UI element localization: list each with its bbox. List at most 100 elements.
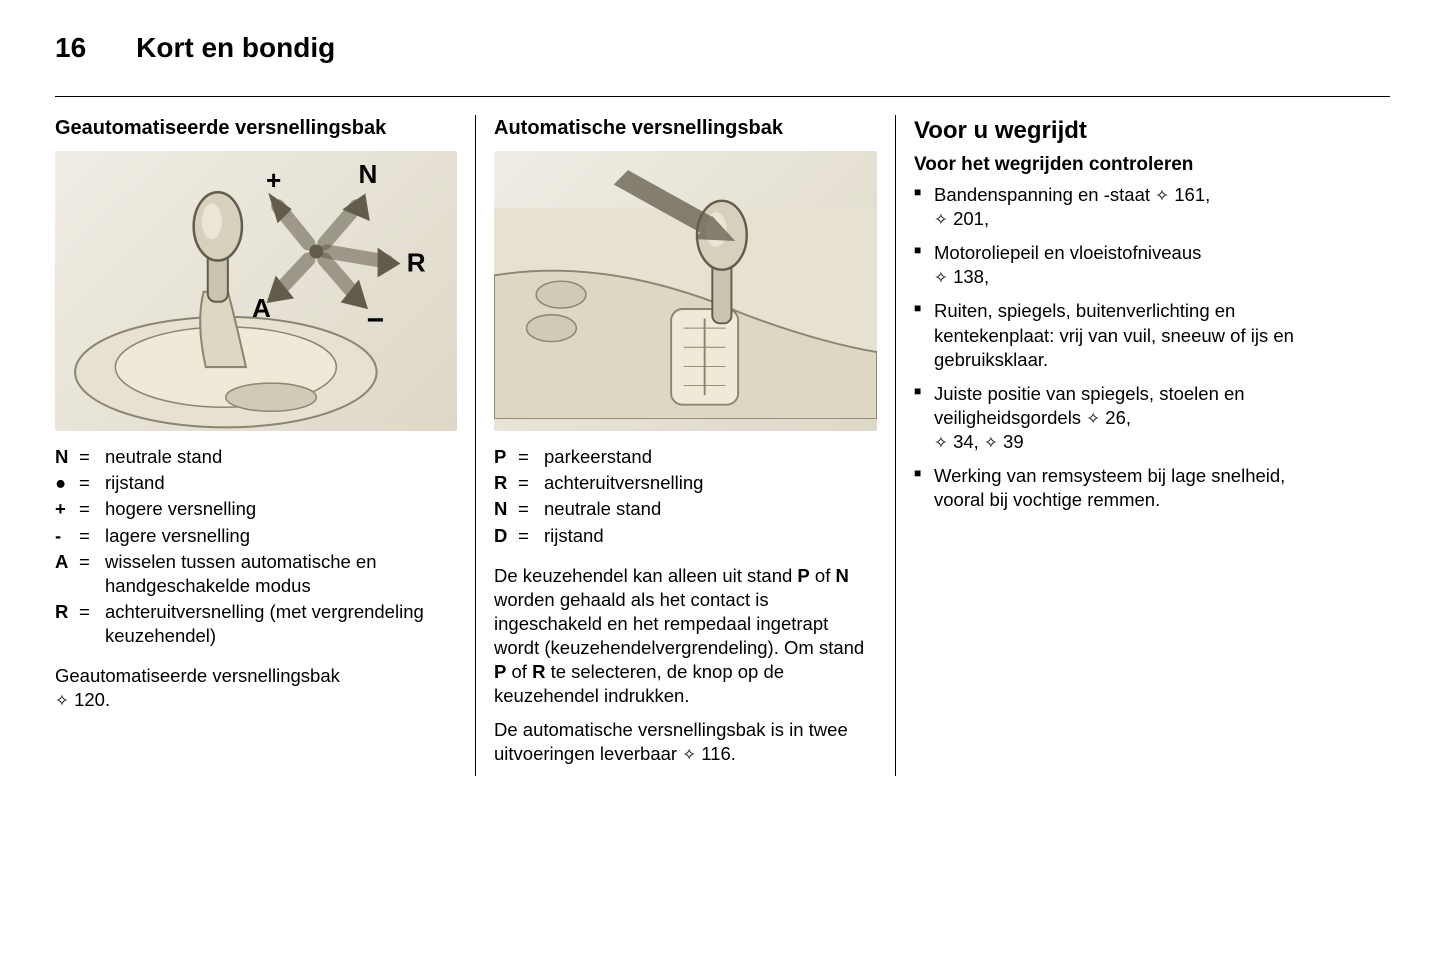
def-txt: rijstand: [544, 524, 703, 550]
fig1-label-A: A: [252, 293, 271, 323]
def-row: R = achteruitversnelling (met vergrendel…: [55, 600, 457, 650]
page-ref-icon: ✧: [1155, 185, 1169, 207]
checklist-item: Motoroliepeil en vloeistofniveaus ✧ 138,: [914, 241, 1315, 289]
figure-automatic-gearbox: [494, 151, 877, 431]
page-ref-icon: ✧: [934, 209, 948, 231]
checklist-item: Ruiten, spiegels, buitenverlichting en k…: [914, 299, 1315, 371]
def-eq: =: [518, 497, 544, 523]
def-txt: hogere versnelling: [105, 497, 457, 523]
figure-automated-gearbox: + N R A −: [55, 151, 457, 431]
t: 138,: [953, 266, 989, 287]
col1-footer: Geautomatiseerde versnellingsbak ✧ 120.: [55, 664, 457, 712]
checklist-item: Werking van remsysteem bij lage snelheid…: [914, 464, 1315, 512]
def-row: + = hogere versnelling: [55, 497, 457, 523]
gearbox-illustration: + N R A −: [55, 151, 457, 431]
fig1-label-R: R: [407, 248, 426, 278]
t: Werking van remsysteem bij lage snelheid…: [934, 465, 1285, 510]
def-row: D = rijstand: [494, 524, 703, 550]
def-row: N = neutrale stand: [494, 497, 703, 523]
def-sym: N: [55, 445, 79, 471]
checklist-item: Juiste positie van spiegels, stoelen en …: [914, 382, 1315, 454]
def-txt: neutrale stand: [544, 497, 703, 523]
fig1-label-N: N: [358, 160, 377, 190]
def-eq: =: [79, 600, 105, 650]
def-txt: parkeerstand: [544, 445, 703, 471]
def-row: P = parkeerstand: [494, 445, 703, 471]
def-eq: =: [79, 497, 105, 523]
t: N: [835, 565, 848, 586]
col2-para1: De keuzehendel kan alleen uit stand P of…: [494, 564, 877, 708]
def-sym: R: [55, 600, 79, 650]
t: worden gehaald als het contact is ingesc…: [494, 589, 864, 658]
def-row: N = neutrale stand: [55, 445, 457, 471]
def-row: - = lagere versnelling: [55, 524, 457, 550]
col3-subheading: Voor het wegrijden controleren: [914, 153, 1315, 178]
t: 39: [1003, 431, 1024, 452]
t: Motoroliepeil en vloeistofniveaus: [934, 242, 1201, 263]
col1-footer-ref: 120.: [74, 689, 110, 710]
def-sym: N: [494, 497, 518, 523]
col2-heading: Automatische versnellingsbak: [494, 115, 877, 141]
def-row: ● = rijstand: [55, 471, 457, 497]
def-eq: =: [79, 445, 105, 471]
column-1: Geautomatiseerde versnellingsbak: [55, 115, 475, 776]
col1-definitions: N = neutrale stand ● = rijstand + = hoge…: [55, 445, 457, 649]
t: P: [494, 661, 506, 682]
def-eq: =: [518, 445, 544, 471]
def-eq: =: [79, 524, 105, 550]
t: 26,: [1105, 407, 1131, 428]
fig1-label-plus: +: [266, 166, 281, 196]
t: 34,: [953, 431, 984, 452]
def-eq: =: [518, 524, 544, 550]
column-3: Voor u wegrijdt Voor het wegrijden contr…: [895, 115, 1315, 776]
def-sym: A: [55, 550, 79, 600]
t: Bandenspanning en -staat: [934, 184, 1155, 205]
def-eq: =: [518, 471, 544, 497]
col1-footer-text: Geautomatiseerde versnellingsbak: [55, 665, 340, 686]
col2-definitions: P = parkeerstand R = achteruitversnellin…: [494, 445, 703, 549]
def-sym: P: [494, 445, 518, 471]
gearbox-illustration-2: [494, 151, 877, 419]
t: 161,: [1174, 184, 1210, 205]
def-eq: =: [79, 550, 105, 600]
t: 116.: [701, 743, 736, 764]
t: of: [810, 565, 836, 586]
checklist-item: Bandenspanning en -staat ✧ 161, ✧ 201,: [914, 183, 1315, 231]
def-txt: neutrale stand: [105, 445, 457, 471]
def-sym: ●: [55, 471, 79, 497]
def-row: A = wisselen tussen automatische en hand…: [55, 550, 457, 600]
def-txt: rijstand: [105, 471, 457, 497]
def-eq: =: [79, 471, 105, 497]
page-ref-icon: ✧: [682, 744, 696, 766]
t: of: [506, 661, 532, 682]
page-ref-icon: ✧: [55, 690, 69, 712]
col1-heading: Geautomatiseerde versnellingsbak: [55, 115, 457, 141]
def-row: R = achteruitversnelling: [494, 471, 703, 497]
column-2: Automatische versnellingsbak: [475, 115, 895, 776]
def-txt: achteruitversnelling: [544, 471, 703, 497]
t: R: [532, 661, 545, 682]
page-ref-icon: ✧: [934, 267, 948, 289]
t: 201,: [953, 208, 989, 229]
content-columns: Geautomatiseerde versnellingsbak: [55, 115, 1390, 776]
page-ref-icon: ✧: [984, 432, 998, 454]
t: De automatische versnellingsbak is in tw…: [494, 719, 848, 764]
t: De keuzehendel kan alleen uit stand: [494, 565, 797, 586]
col3-heading: Voor u wegrijdt: [914, 115, 1315, 146]
def-txt: achteruitversnelling (met vergrendeling …: [105, 600, 457, 650]
fig1-label-minus: −: [367, 304, 385, 337]
def-txt: lagere versnelling: [105, 524, 457, 550]
def-sym: D: [494, 524, 518, 550]
col2-para2: De automatische versnellingsbak is in tw…: [494, 718, 877, 766]
checklist: Bandenspanning en -staat ✧ 161, ✧ 201, M…: [914, 183, 1315, 512]
def-sym: +: [55, 497, 79, 523]
t: Ruiten, spiegels, buitenverlichting en k…: [934, 300, 1294, 369]
page-ref-icon: ✧: [934, 432, 948, 454]
t: P: [797, 565, 809, 586]
page-ref-icon: ✧: [1086, 408, 1100, 430]
def-sym: R: [494, 471, 518, 497]
def-sym: -: [55, 524, 79, 550]
chapter-title: Kort en bondig: [136, 30, 335, 66]
page-header: 16 Kort en bondig: [55, 30, 1390, 97]
page-number: 16: [55, 30, 86, 66]
